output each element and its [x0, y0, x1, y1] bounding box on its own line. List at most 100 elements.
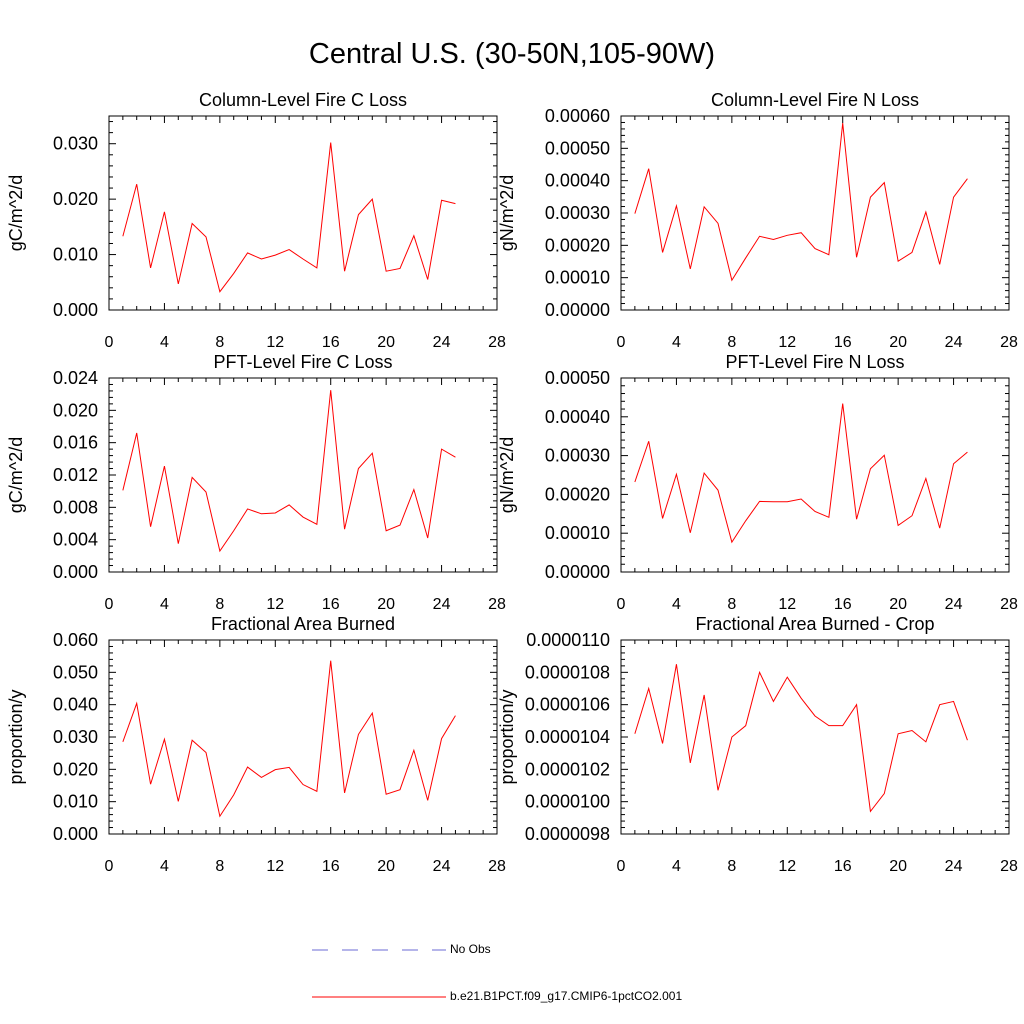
x-tick-label: 12: [266, 858, 284, 875]
x-tick-label: 20: [377, 596, 395, 613]
x-tick-label: 24: [945, 334, 963, 351]
x-tick-label: 20: [889, 858, 907, 875]
x-tick-label: 20: [377, 858, 395, 875]
y-axis-label: gN/m^2/d: [497, 437, 517, 513]
y-tick-label: 0.0000106: [525, 695, 610, 715]
x-tick-label: 20: [889, 596, 907, 613]
x-tick-label: 16: [834, 596, 852, 613]
x-tick-label: 12: [778, 858, 796, 875]
x-tick-label: 4: [672, 334, 681, 351]
panel-title: Fractional Area Burned - Crop: [695, 614, 934, 634]
y-tick-label: 0.0000108: [525, 662, 610, 682]
x-tick-label: 28: [488, 596, 506, 613]
x-tick-label: 4: [160, 858, 169, 875]
y-tick-label: 0.050: [53, 662, 98, 682]
y-tick-label: 0.0000098: [525, 824, 610, 844]
y-tick-label: 0.00040: [545, 171, 610, 191]
y-tick-label: 0.00000: [545, 562, 610, 582]
y-tick-label: 0.00040: [545, 407, 610, 427]
y-tick-label: 0.020: [53, 400, 98, 420]
x-tick-label: 20: [889, 334, 907, 351]
x-tick-label: 28: [1000, 334, 1018, 351]
y-tick-label: 0.024: [53, 368, 98, 388]
x-tick-label: 12: [778, 334, 796, 351]
y-axis-label: gN/m^2/d: [497, 175, 517, 251]
y-tick-label: 0.060: [53, 630, 98, 650]
legend-label-model-run: b.e21.B1PCT.f09_g17.CMIP6-1pctCO2.001: [450, 989, 683, 1003]
x-tick-label: 8: [727, 596, 736, 613]
x-tick-label: 12: [266, 334, 284, 351]
x-tick-label: 12: [266, 596, 284, 613]
x-tick-label: 28: [488, 858, 506, 875]
series-line: [122, 390, 456, 553]
x-tick-label: 24: [433, 858, 451, 875]
panel-title: PFT-Level Fire N Loss: [725, 352, 904, 372]
x-tick-label: 16: [322, 334, 340, 351]
x-tick-label: 28: [1000, 596, 1018, 613]
x-tick-label: 0: [617, 858, 626, 875]
x-tick-label: 24: [945, 596, 963, 613]
y-tick-label: 0.00000: [545, 300, 610, 320]
panel-4: 0 4 8 12 16 20 24 28 0.000 0.010 0.020 0.030 0.040 0.…: [6, 614, 506, 875]
panel-title: PFT-Level Fire C Loss: [213, 352, 392, 372]
x-tick-label: 16: [834, 858, 852, 875]
panel-3: 0 4 8 12 16 20 24 28 0.00000 0.00010 0.00020 0.0003…: [497, 352, 1018, 613]
y-tick-label: 0.0000110: [526, 630, 610, 650]
x-tick-label: 4: [160, 334, 169, 351]
legend-label-no-obs: No Obs: [450, 942, 491, 956]
y-tick-label: 0.000: [53, 300, 98, 320]
y-tick-label: 0.020: [53, 189, 98, 209]
y-tick-label: 0.00030: [545, 446, 610, 466]
x-tick-label: 4: [160, 596, 169, 613]
x-tick-label: 24: [433, 334, 451, 351]
plot-frame: [108, 639, 498, 835]
y-tick-label: 0.040: [53, 695, 98, 715]
x-tick-label: 24: [945, 858, 963, 875]
y-tick-label: 0.000: [53, 824, 98, 844]
series-line: [122, 142, 456, 293]
x-tick-label: 0: [105, 858, 114, 875]
x-tick-label: 0: [105, 596, 114, 613]
series-line: [122, 660, 456, 818]
x-tick-label: 0: [105, 334, 114, 351]
y-tick-label: 0.00010: [545, 523, 610, 543]
x-tick-label: 16: [322, 858, 340, 875]
y-axis-label: gC/m^2/d: [6, 437, 26, 513]
y-tick-label: 0.004: [53, 530, 98, 550]
x-tick-label: 8: [727, 334, 736, 351]
x-tick-label: 28: [1000, 858, 1018, 875]
x-tick-label: 12: [778, 596, 796, 613]
y-tick-label: 0.012: [53, 465, 98, 485]
y-tick-label: 0.0000100: [525, 792, 610, 812]
panel-1: 0 4 8 12 16 20 24 28 0.00000 0.00010 0.00020 0.0003…: [497, 90, 1018, 351]
x-tick-label: 28: [488, 334, 506, 351]
x-tick-label: 16: [834, 334, 852, 351]
x-tick-label: 4: [672, 596, 681, 613]
y-tick-label: 0.010: [53, 245, 98, 265]
x-tick-label: 4: [672, 858, 681, 875]
panel-2: 0 4 8 12 16 20 24 28 0.000 0.004 0.008 0.012 0.016 0.…: [6, 352, 506, 613]
x-tick-label: 16: [322, 596, 340, 613]
x-tick-label: 8: [215, 596, 224, 613]
y-tick-label: 0.00060: [545, 106, 610, 126]
series-line: [634, 123, 968, 282]
x-tick-label: 20: [377, 334, 395, 351]
x-tick-label: 8: [215, 334, 224, 351]
y-axis-label: gC/m^2/d: [6, 175, 26, 251]
plot-frame: [620, 639, 1010, 835]
y-tick-label: 0.008: [53, 497, 98, 517]
x-tick-label: 8: [727, 858, 736, 875]
y-tick-label: 0.00010: [545, 268, 610, 288]
y-tick-label: 0.0000104: [525, 727, 610, 747]
y-tick-label: 0.0000102: [525, 759, 610, 779]
y-tick-label: 0.030: [53, 134, 98, 154]
y-tick-label: 0.00050: [545, 368, 610, 388]
panel-0: 0 4 8 12 16 20 24 28 0.000 0.010 0.020 0.030 Column-…: [6, 90, 506, 351]
y-tick-label: 0.00020: [545, 484, 610, 504]
x-tick-label: 8: [215, 858, 224, 875]
panel-title: Column-Level Fire C Loss: [199, 90, 407, 110]
y-tick-label: 0.00030: [545, 203, 610, 223]
panel-5: 0 4 8 12 16 20 24 28 0.0000098 0.0000100 0.0000102…: [497, 614, 1018, 875]
y-axis-label: proportion/y: [6, 689, 26, 784]
